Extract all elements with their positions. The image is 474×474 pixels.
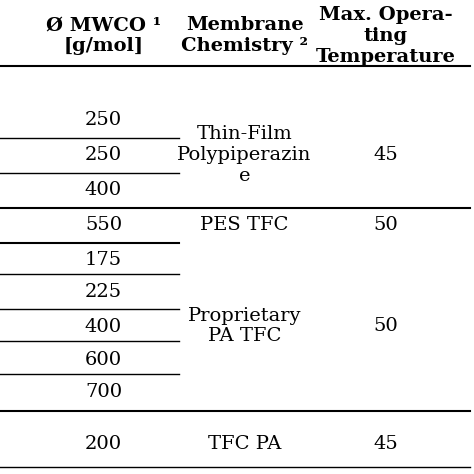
Text: Max. Opera-
ting
Temperature: Max. Opera- ting Temperature (316, 6, 456, 66)
Text: 175: 175 (85, 251, 122, 269)
Text: 600: 600 (85, 351, 122, 369)
Text: 400: 400 (85, 181, 122, 199)
Text: 550: 550 (85, 216, 122, 234)
Text: 50: 50 (373, 317, 398, 335)
Text: TFC PA: TFC PA (208, 435, 281, 453)
Text: Membrane
Chemistry ²: Membrane Chemistry ² (181, 17, 308, 55)
Text: PES TFC: PES TFC (201, 216, 289, 234)
Text: Proprietary
PA TFC: Proprietary PA TFC (188, 307, 301, 346)
Text: 45: 45 (373, 435, 398, 453)
Text: 200: 200 (85, 435, 122, 453)
Text: 250: 250 (85, 111, 122, 129)
Text: 250: 250 (85, 146, 122, 164)
Text: 700: 700 (85, 383, 122, 401)
Text: 400: 400 (85, 318, 122, 336)
Text: 225: 225 (85, 283, 122, 301)
Text: Thin-Film
Polypiperazin
e: Thin-Film Polypiperazin e (177, 125, 312, 184)
Text: Ø MWCO ¹
[g/mol]: Ø MWCO ¹ [g/mol] (46, 17, 161, 55)
Text: 50: 50 (373, 216, 398, 234)
Text: 45: 45 (373, 146, 398, 164)
